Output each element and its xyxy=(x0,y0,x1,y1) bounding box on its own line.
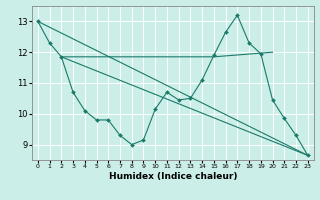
X-axis label: Humidex (Indice chaleur): Humidex (Indice chaleur) xyxy=(108,172,237,181)
